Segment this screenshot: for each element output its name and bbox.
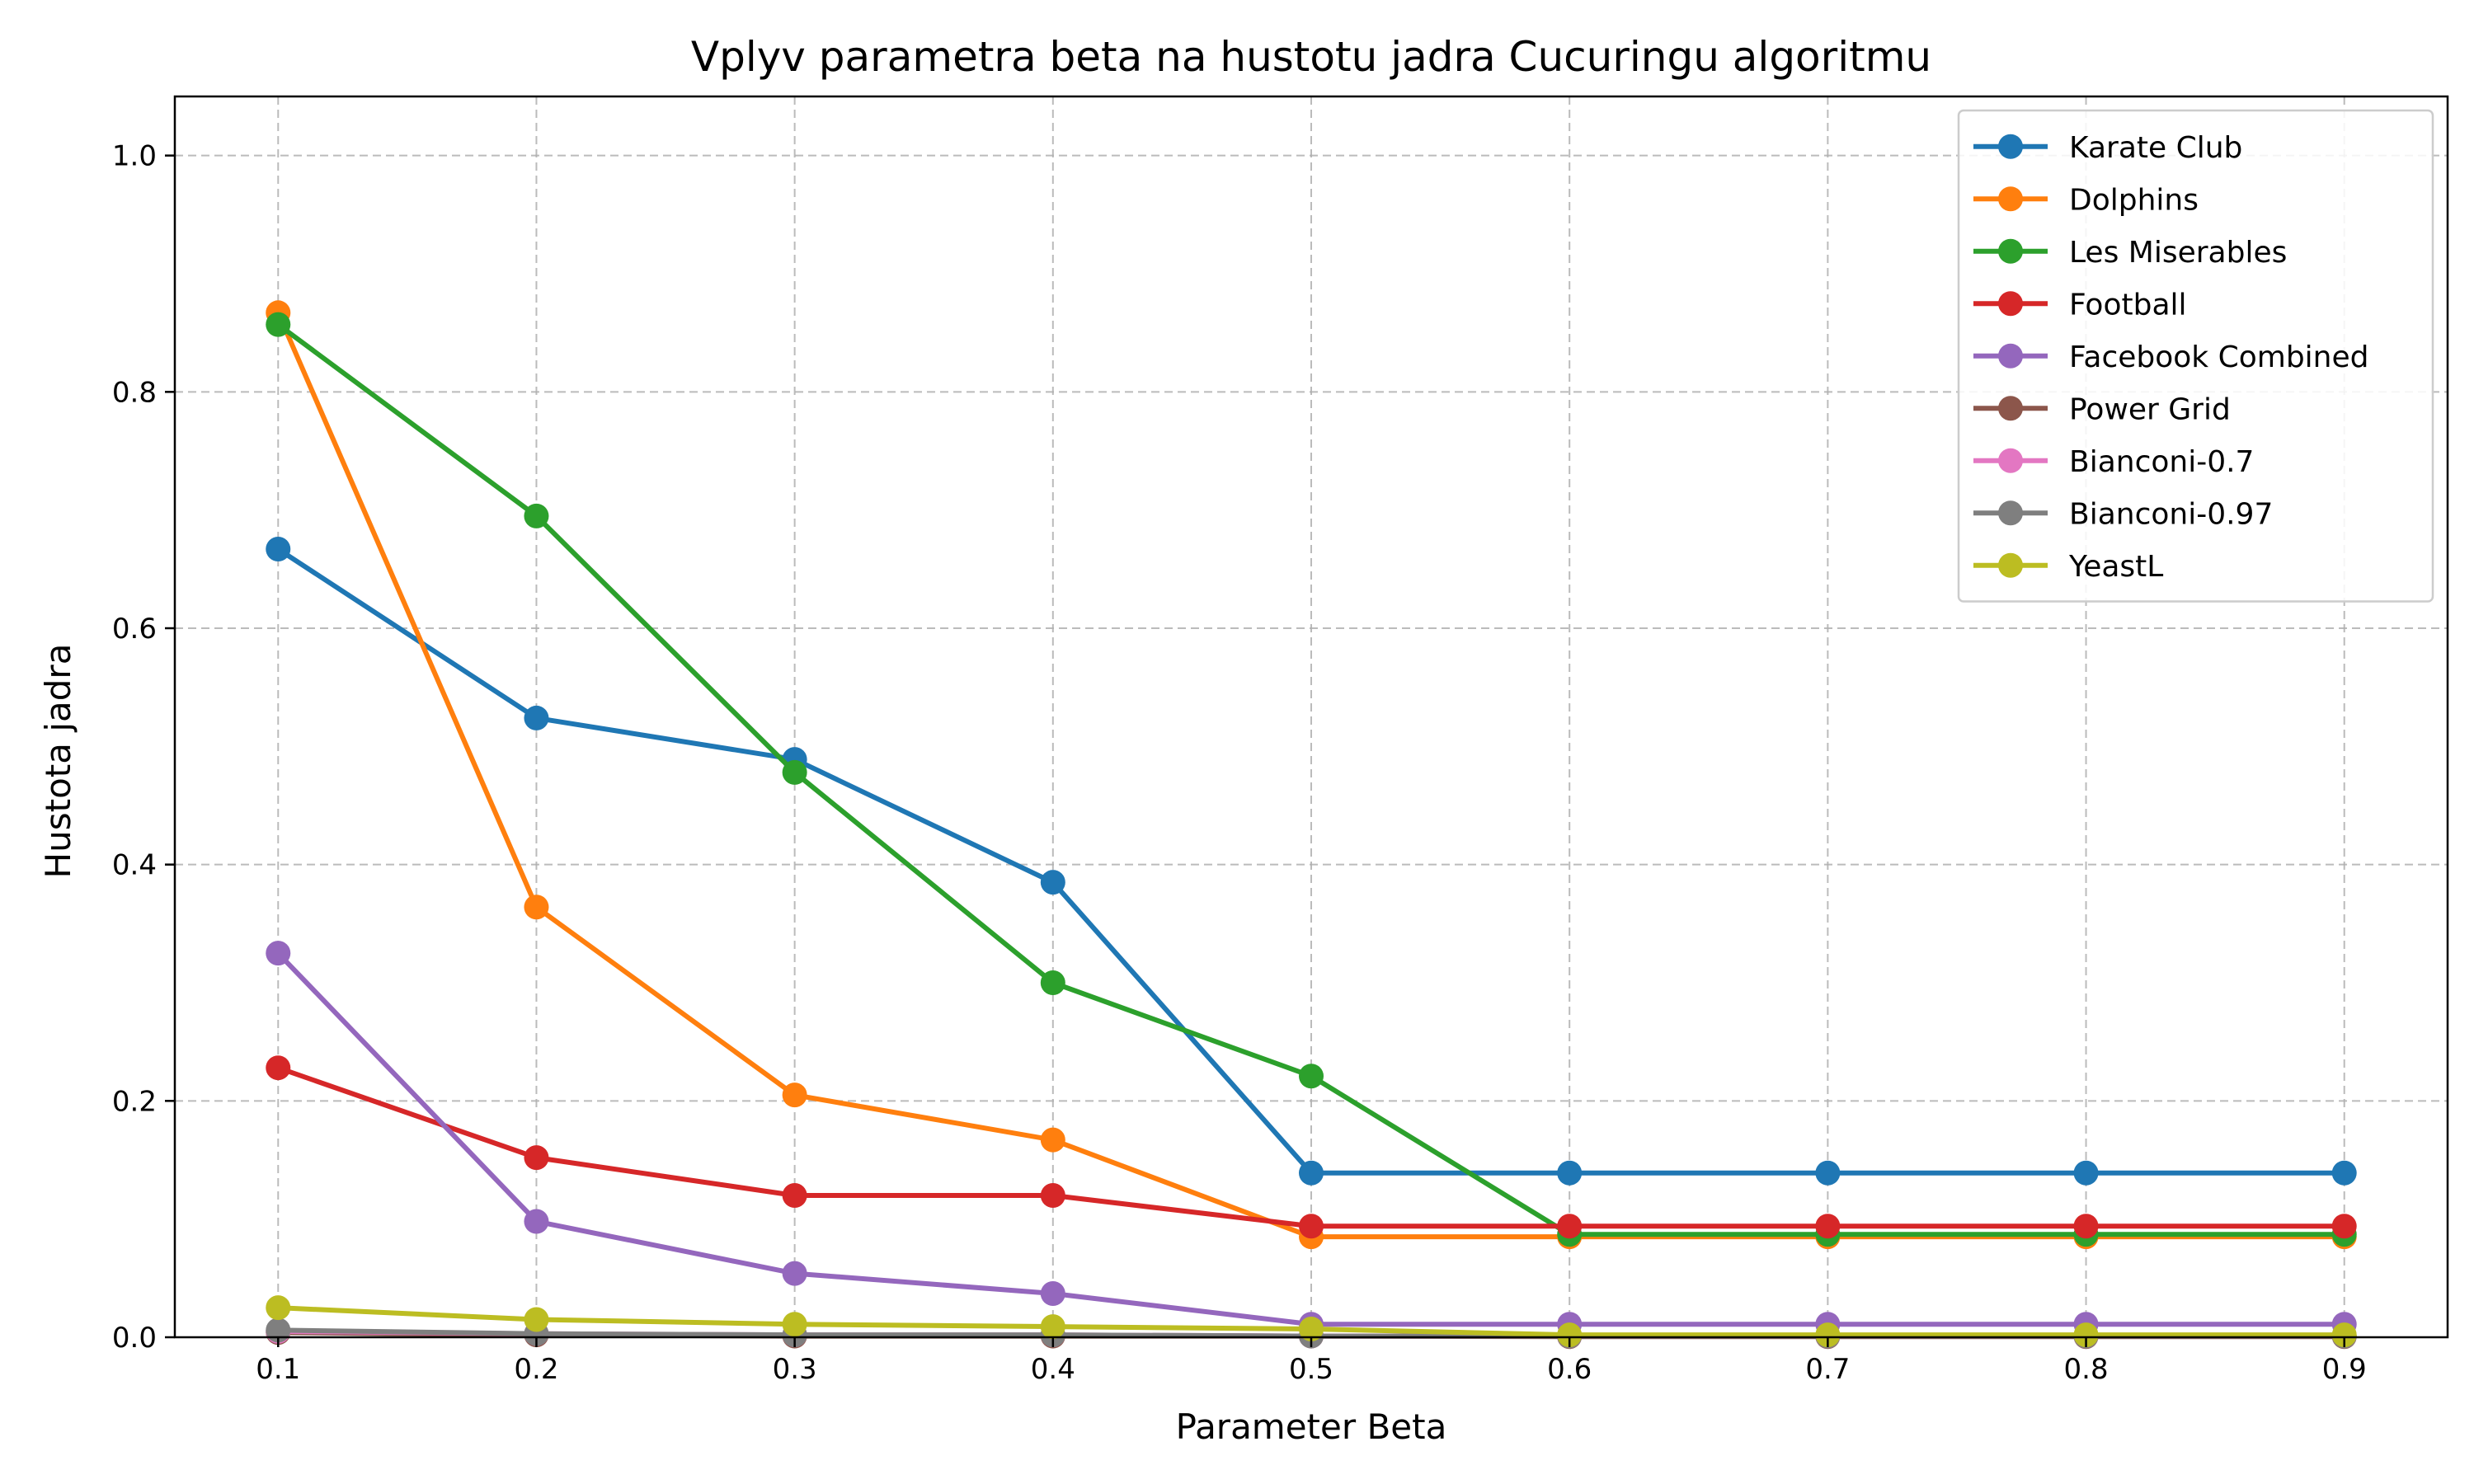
legend-marker — [1998, 238, 2023, 264]
legend-marker — [1998, 186, 2023, 212]
data-point — [1040, 1127, 1065, 1153]
data-point — [266, 941, 291, 966]
legend-item: Dolphins — [1973, 183, 2199, 217]
y-axis-label: Hustota jadra — [38, 644, 78, 879]
legend-item: Bianconi-0.97 — [1973, 497, 2273, 531]
legend: Karate Club Dolphins Les Miserables Footbal… — [1957, 109, 2434, 603]
data-point — [1299, 1316, 1324, 1341]
data-point — [1040, 1183, 1065, 1208]
x-axis: 0.1 0.2 0.3 0.4 0.5 0.6 0.7 0.8 0.9 — [256, 1337, 2367, 1386]
legend-marker — [1998, 134, 2023, 159]
series-lines — [266, 300, 2357, 1350]
data-point — [1557, 1160, 1583, 1186]
legend-label: Bianconi-0.7 — [2069, 445, 2254, 479]
data-point — [266, 312, 291, 337]
legend-item: Karate Club — [1973, 131, 2242, 165]
x-tick-label: 0.2 — [514, 1353, 558, 1386]
y-tick-label: 0.8 — [112, 376, 157, 409]
data-point — [266, 1055, 291, 1081]
data-point — [782, 1082, 807, 1108]
legend-label: Football — [2069, 288, 2187, 322]
x-tick-label: 0.1 — [256, 1353, 300, 1386]
x-tick-label: 0.7 — [1805, 1353, 1850, 1386]
y-tick-label: 0.4 — [112, 849, 157, 882]
data-point — [1815, 1160, 1841, 1186]
data-point — [1040, 1280, 1065, 1306]
x-axis-label: Parameter Beta — [1176, 1407, 1447, 1447]
legend-marker — [1998, 291, 2023, 317]
data-point — [2073, 1160, 2099, 1186]
data-point — [1299, 1214, 1324, 1239]
data-point — [1299, 1160, 1324, 1186]
data-point — [1040, 1314, 1065, 1340]
data-point — [782, 1312, 807, 1337]
data-point — [524, 503, 549, 528]
series-yeastl — [266, 1295, 2357, 1348]
y-tick-label: 1.0 — [112, 140, 157, 173]
data-point — [524, 895, 549, 920]
legend-marker — [1998, 343, 2023, 369]
y-tick-label: 0.2 — [112, 1085, 157, 1118]
legend-marker — [1998, 552, 2023, 578]
data-point — [1557, 1214, 1583, 1239]
data-point — [1299, 1064, 1324, 1089]
data-point — [782, 759, 807, 785]
legend-item: Facebook Combined — [1973, 340, 2369, 374]
data-point — [782, 1183, 807, 1208]
legend-label: Facebook Combined — [2069, 340, 2369, 374]
chart-title: Vplyv parametra beta na hustotu jadra Cu… — [691, 33, 1931, 81]
legend-label: Karate Club — [2069, 131, 2242, 165]
x-tick-label: 0.4 — [1031, 1353, 1075, 1386]
legend-item: Football — [1973, 288, 2187, 322]
data-point — [1815, 1214, 1841, 1239]
legend-label: Les Miserables — [2069, 236, 2287, 270]
data-point — [2073, 1214, 2099, 1239]
data-point — [1040, 870, 1065, 895]
data-point — [266, 1295, 291, 1321]
data-point — [524, 1307, 549, 1332]
legend-label: Bianconi-0.97 — [2069, 497, 2273, 531]
x-tick-label: 0.3 — [773, 1353, 817, 1386]
data-point — [2331, 1160, 2357, 1186]
y-axis: 0.0 0.2 0.4 0.6 0.8 1.0 — [112, 140, 175, 1355]
data-point — [1557, 1322, 1583, 1348]
legend-label: Power Grid — [2069, 392, 2231, 426]
legend-label: YeastL — [2068, 550, 2163, 584]
data-point — [2073, 1322, 2099, 1348]
data-point — [524, 1145, 549, 1171]
legend-label: Dolphins — [2069, 183, 2199, 217]
legend-marker — [1998, 448, 2023, 473]
data-point — [782, 1261, 807, 1286]
data-point — [2331, 1322, 2357, 1348]
legend-item: Les Miserables — [1973, 236, 2287, 270]
legend-item: Bianconi-0.7 — [1973, 445, 2254, 479]
legend-box — [1957, 109, 2434, 603]
legend-item: YeastL — [1973, 550, 2163, 584]
series-football — [266, 1055, 2357, 1239]
y-tick-label: 0.6 — [112, 613, 157, 646]
data-point — [1040, 970, 1065, 995]
data-point — [524, 1209, 549, 1234]
data-point — [1815, 1322, 1841, 1348]
legend-marker — [1998, 500, 2023, 526]
data-point — [2331, 1214, 2357, 1239]
x-tick-label: 0.8 — [2064, 1353, 2109, 1386]
data-point — [266, 536, 291, 561]
legend-marker — [1998, 396, 2023, 421]
x-tick-label: 0.5 — [1289, 1353, 1333, 1386]
legend-item: Power Grid — [1973, 392, 2231, 426]
y-tick-label: 0.0 — [112, 1322, 157, 1355]
x-tick-label: 0.6 — [1547, 1353, 1592, 1386]
data-point — [524, 705, 549, 730]
x-tick-label: 0.9 — [2322, 1353, 2367, 1386]
